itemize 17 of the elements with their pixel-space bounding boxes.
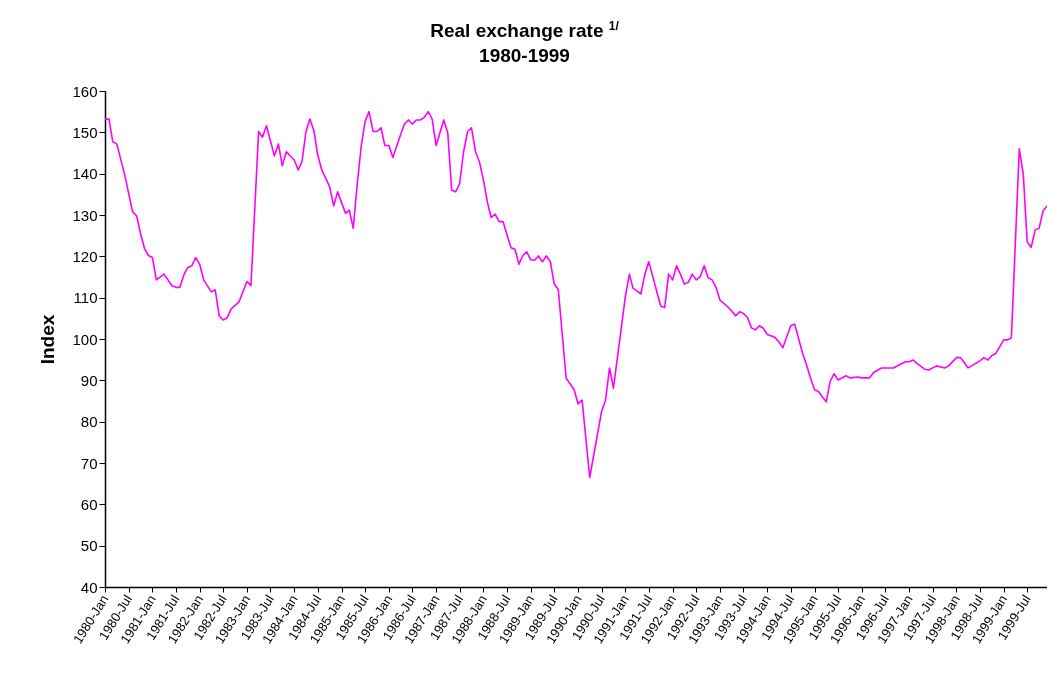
- y-tick-label: 60: [80, 495, 98, 513]
- chart-title: Real exchange rate $^{1/}$: [429, 18, 620, 44]
- y-tick-label: 140: [72, 165, 98, 183]
- chart-subtitle: 1980-1999: [478, 44, 571, 69]
- y-tick-label: 120: [72, 247, 98, 265]
- y-tick-label: 130: [72, 206, 98, 224]
- y-tick-label: 80: [80, 413, 98, 431]
- y-tick-label: 110: [73, 289, 98, 307]
- y-tick-label: 100: [72, 330, 98, 348]
- y-tick-label: 150: [72, 123, 98, 141]
- line-series: [105, 110, 1047, 479]
- y-axis-title: Index: [37, 314, 59, 365]
- y-tick-label: 40: [80, 578, 98, 596]
- y-tick-label: 90: [80, 371, 98, 389]
- y-tick-label: 160: [72, 82, 98, 100]
- y-tick-label: 70: [80, 454, 98, 472]
- y-tick-label: 50: [80, 537, 98, 555]
